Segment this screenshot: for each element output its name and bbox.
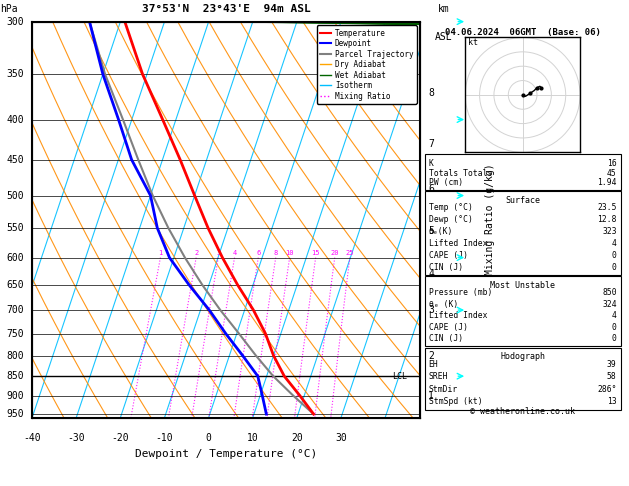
Text: 300: 300 [7,17,25,27]
Text: 400: 400 [7,115,25,124]
Text: 900: 900 [7,391,25,400]
Text: Pressure (mb): Pressure (mb) [428,288,492,297]
Text: 20: 20 [291,434,303,443]
Text: 500: 500 [7,191,25,201]
Text: 1: 1 [159,250,162,256]
Bar [425,191,621,275]
Text: CAPE (J): CAPE (J) [428,251,467,260]
Text: CAPE (J): CAPE (J) [428,323,467,331]
Text: © weatheronline.co.uk: © weatheronline.co.uk [470,407,575,416]
Text: 850: 850 [7,371,25,381]
Text: 800: 800 [7,350,25,361]
Text: 23.5: 23.5 [597,203,616,212]
Text: -40: -40 [23,434,41,443]
Text: CIN (J): CIN (J) [428,262,463,272]
Text: 45: 45 [607,169,616,177]
Text: LCL: LCL [392,372,407,381]
Text: 39: 39 [607,360,616,369]
Text: 6: 6 [428,184,434,193]
Text: 0: 0 [612,334,616,343]
Text: 650: 650 [7,280,25,290]
Text: Most Unstable: Most Unstable [490,281,555,290]
Text: 10: 10 [247,434,259,443]
Text: 20: 20 [330,250,339,256]
Legend: Temperature, Dewpoint, Parcel Trajectory, Dry Adiabat, Wet Adiabat, Isotherm, Mi: Temperature, Dewpoint, Parcel Trajectory… [316,25,416,104]
Text: 323: 323 [602,227,616,236]
Text: 8: 8 [274,250,278,256]
Text: PW (cm): PW (cm) [428,178,463,188]
Text: Totals Totals: Totals Totals [428,169,492,177]
Text: 13: 13 [607,397,616,406]
Text: 950: 950 [7,409,25,419]
Text: 450: 450 [7,155,25,165]
Text: SREH: SREH [428,372,448,381]
Text: 1: 1 [428,391,434,400]
Text: 600: 600 [7,253,25,262]
Text: 16: 16 [607,159,616,168]
Text: 8: 8 [428,88,434,98]
Text: 04.06.2024  06GMT  (Base: 06): 04.06.2024 06GMT (Base: 06) [445,28,601,36]
Text: -20: -20 [111,434,129,443]
Text: 10: 10 [286,250,294,256]
Text: Dewp (°C): Dewp (°C) [428,215,472,224]
Text: 700: 700 [7,305,25,315]
Text: 15: 15 [311,250,320,256]
Text: EH: EH [428,360,438,369]
Text: 2: 2 [194,250,198,256]
Text: 2: 2 [428,350,434,361]
Text: 350: 350 [7,69,25,79]
Text: Mixing Ratio (g/kg): Mixing Ratio (g/kg) [486,164,496,276]
Text: Lifted Index: Lifted Index [428,311,487,320]
Text: 6: 6 [256,250,260,256]
Text: 0: 0 [612,251,616,260]
Text: Hodograph: Hodograph [500,352,545,361]
Bar [425,276,621,347]
Text: 7: 7 [428,139,434,149]
Text: 37°53'N  23°43'E  94m ASL: 37°53'N 23°43'E 94m ASL [142,4,311,14]
Bar [425,154,621,190]
Text: K: K [428,159,433,168]
Text: 286°: 286° [597,384,616,394]
Text: 0: 0 [206,434,211,443]
Text: -10: -10 [156,434,174,443]
Text: 750: 750 [7,329,25,339]
Text: 550: 550 [7,223,25,233]
Text: hPa: hPa [0,4,18,14]
Text: 4: 4 [612,311,616,320]
Text: StmDir: StmDir [428,384,458,394]
Text: 4: 4 [428,269,434,279]
Text: Lifted Index: Lifted Index [428,239,487,248]
Text: 3: 3 [216,250,220,256]
Text: 4: 4 [232,250,237,256]
Bar [425,347,621,410]
Text: -30: -30 [67,434,85,443]
Text: Dewpoint / Temperature (°C): Dewpoint / Temperature (°C) [135,449,318,459]
Text: StmSpd (kt): StmSpd (kt) [428,397,482,406]
Text: 0: 0 [612,323,616,331]
Text: θₑ(K): θₑ(K) [428,227,453,236]
Text: 1.94: 1.94 [597,178,616,188]
Text: ASL: ASL [435,32,453,41]
Text: km: km [438,4,450,14]
Text: 58: 58 [607,372,616,381]
Text: 850: 850 [602,288,616,297]
Text: θₑ (K): θₑ (K) [428,300,458,309]
Text: 30: 30 [335,434,347,443]
Text: 4: 4 [612,239,616,248]
Text: 0: 0 [612,262,616,272]
Text: 3: 3 [428,305,434,315]
Text: 12.8: 12.8 [597,215,616,224]
Text: 5: 5 [428,226,434,236]
Text: 25: 25 [345,250,354,256]
Text: CIN (J): CIN (J) [428,334,463,343]
Text: Surface: Surface [505,196,540,205]
Text: Temp (°C): Temp (°C) [428,203,472,212]
Text: 324: 324 [602,300,616,309]
